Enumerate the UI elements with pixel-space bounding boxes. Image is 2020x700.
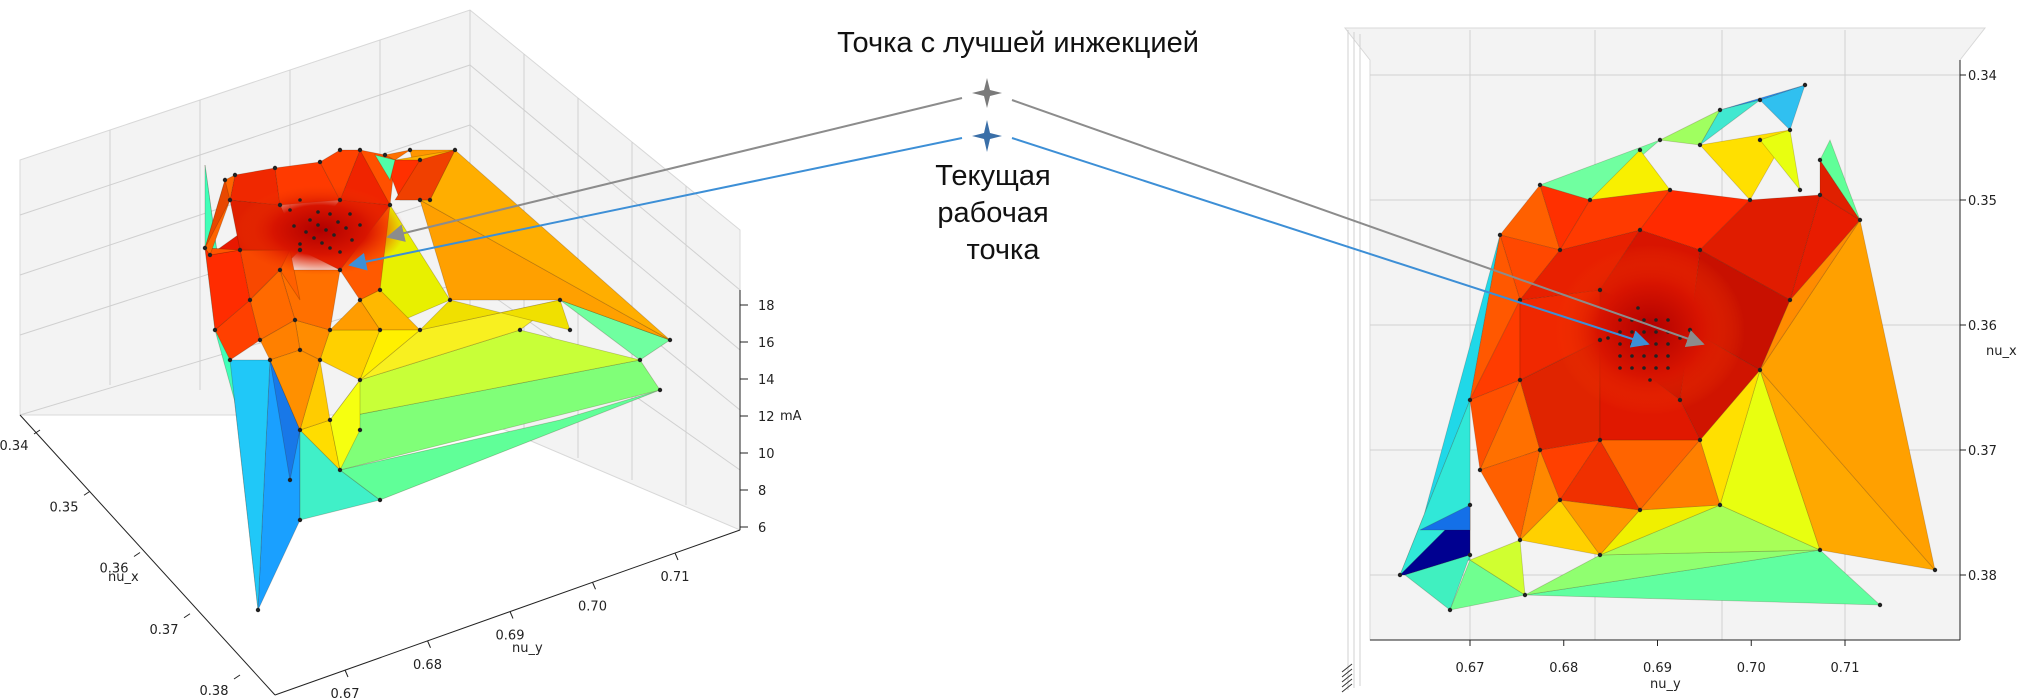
current-point-star-icon — [972, 120, 1002, 152]
annotations: Точка с лучшей инжекцией Текущая рабочая… — [348, 27, 1705, 348]
tick-label: 0.35 — [50, 500, 79, 515]
tick-label: 0.70 — [1737, 661, 1766, 676]
left-x-ticks-mark — [133, 552, 141, 557]
tick-label: 0.36 — [100, 562, 129, 577]
left-nuy-tick-labels: 0.67 0.68 0.69 0.70 0.71 — [331, 552, 690, 700]
tick-label: 12 — [758, 410, 775, 425]
tick-label: 0.37 — [150, 623, 179, 638]
left-y-ticks-mark — [427, 640, 431, 648]
tick-label: 0.69 — [1643, 661, 1672, 676]
current-point-label-line-1: Текущая — [935, 160, 1050, 192]
right-sample-points — [1397, 82, 1938, 613]
left-sample-points — [202, 147, 673, 613]
tick-label: 0.35 — [1968, 194, 1997, 209]
tick-label: 0.38 — [200, 684, 229, 699]
right-nuy-tick-labels: 0.67 0.68 0.69 0.70 0.71 — [1456, 640, 1860, 676]
tick-label: 6 — [758, 521, 766, 536]
current-point-label-line-3: точка — [966, 234, 1040, 266]
left-ma-tick-labels: 18 16 14 12 10 8 6 — [740, 299, 775, 536]
left-x-ticks-mark — [33, 429, 41, 435]
tick-label: 8 — [758, 484, 766, 499]
tick-label: 0.70 — [578, 599, 607, 614]
best-point-star-icon — [972, 78, 1002, 108]
tick-label: 0.37 — [1968, 444, 1997, 459]
current-point-label-line-2: рабочая — [937, 197, 1048, 229]
right-topview-surface-plot: 0.67 0.68 0.69 0.70 0.71 0.340.350.360.370.3… — [1341, 27, 2017, 693]
right-nux-tick-labels: 0.34 0.35 0.36 0.37 0.38 — [1960, 69, 1997, 584]
left-x-ticks-mark — [183, 613, 191, 619]
best-injection-label: Точка с лучшей инжекцией — [837, 27, 1199, 59]
left-3d-surface-plot: 0.34 0.35 0.36 0.37 0.38 0.67 0.68 0.69 0.70 0.7… — [0, 9, 802, 700]
left-nux-axis-label: nu_x — [108, 570, 139, 585]
best-arrow-to-left — [386, 97, 963, 242]
tick-label: 0.71 — [661, 570, 690, 585]
tick-label: 0.68 — [413, 658, 442, 673]
left-ma-axis-label: mA — [780, 409, 802, 424]
tick-label: 0.71 — [1831, 661, 1860, 676]
left-x-ticks-mark — [233, 674, 241, 680]
right-nux-axis-label: nu_x — [1986, 344, 2017, 359]
tick-label: 10 — [758, 447, 775, 462]
tick-label: 0.38 — [1968, 569, 1997, 584]
tick-label: 0.69 — [496, 629, 525, 644]
left-y-ticks-mark — [509, 611, 514, 619]
left-nux-tick-labels: 0.34 0.35 0.36 0.37 0.38 — [0, 429, 241, 699]
left-nuy-axis-label: nu_y — [512, 641, 543, 656]
tick-label: 18 — [758, 299, 775, 314]
tick-label: 0.67 — [1456, 661, 1485, 676]
tick-label: 0.67 — [331, 687, 360, 700]
tick-label: 0.34 — [1968, 69, 1997, 84]
left-y-ticks-mark — [674, 552, 679, 561]
left-x-ticks-mark — [83, 490, 91, 496]
tick-label: 0.36 — [1968, 319, 1997, 334]
best-arrow-to-right — [1011, 99, 1705, 348]
right-compressed-z-ticks — [1341, 663, 1353, 693]
tick-label: 14 — [758, 373, 775, 388]
current-arrow-to-left — [348, 137, 963, 271]
left-nux-axis-line — [19, 414, 276, 696]
left-surface — [204, 149, 671, 611]
tick-label: 0.68 — [1549, 661, 1578, 676]
current-arrow-to-right — [1011, 137, 1650, 348]
tick-label: 16 — [758, 336, 775, 351]
right-nuy-axis-label: nu_y — [1650, 677, 1681, 692]
left-nuy-axis-line — [274, 529, 741, 696]
left-y-ticks-mark — [592, 582, 596, 590]
right-surface — [1399, 84, 1937, 611]
tick-label: 0.34 — [0, 439, 28, 454]
left-y-ticks-mark — [344, 669, 349, 678]
